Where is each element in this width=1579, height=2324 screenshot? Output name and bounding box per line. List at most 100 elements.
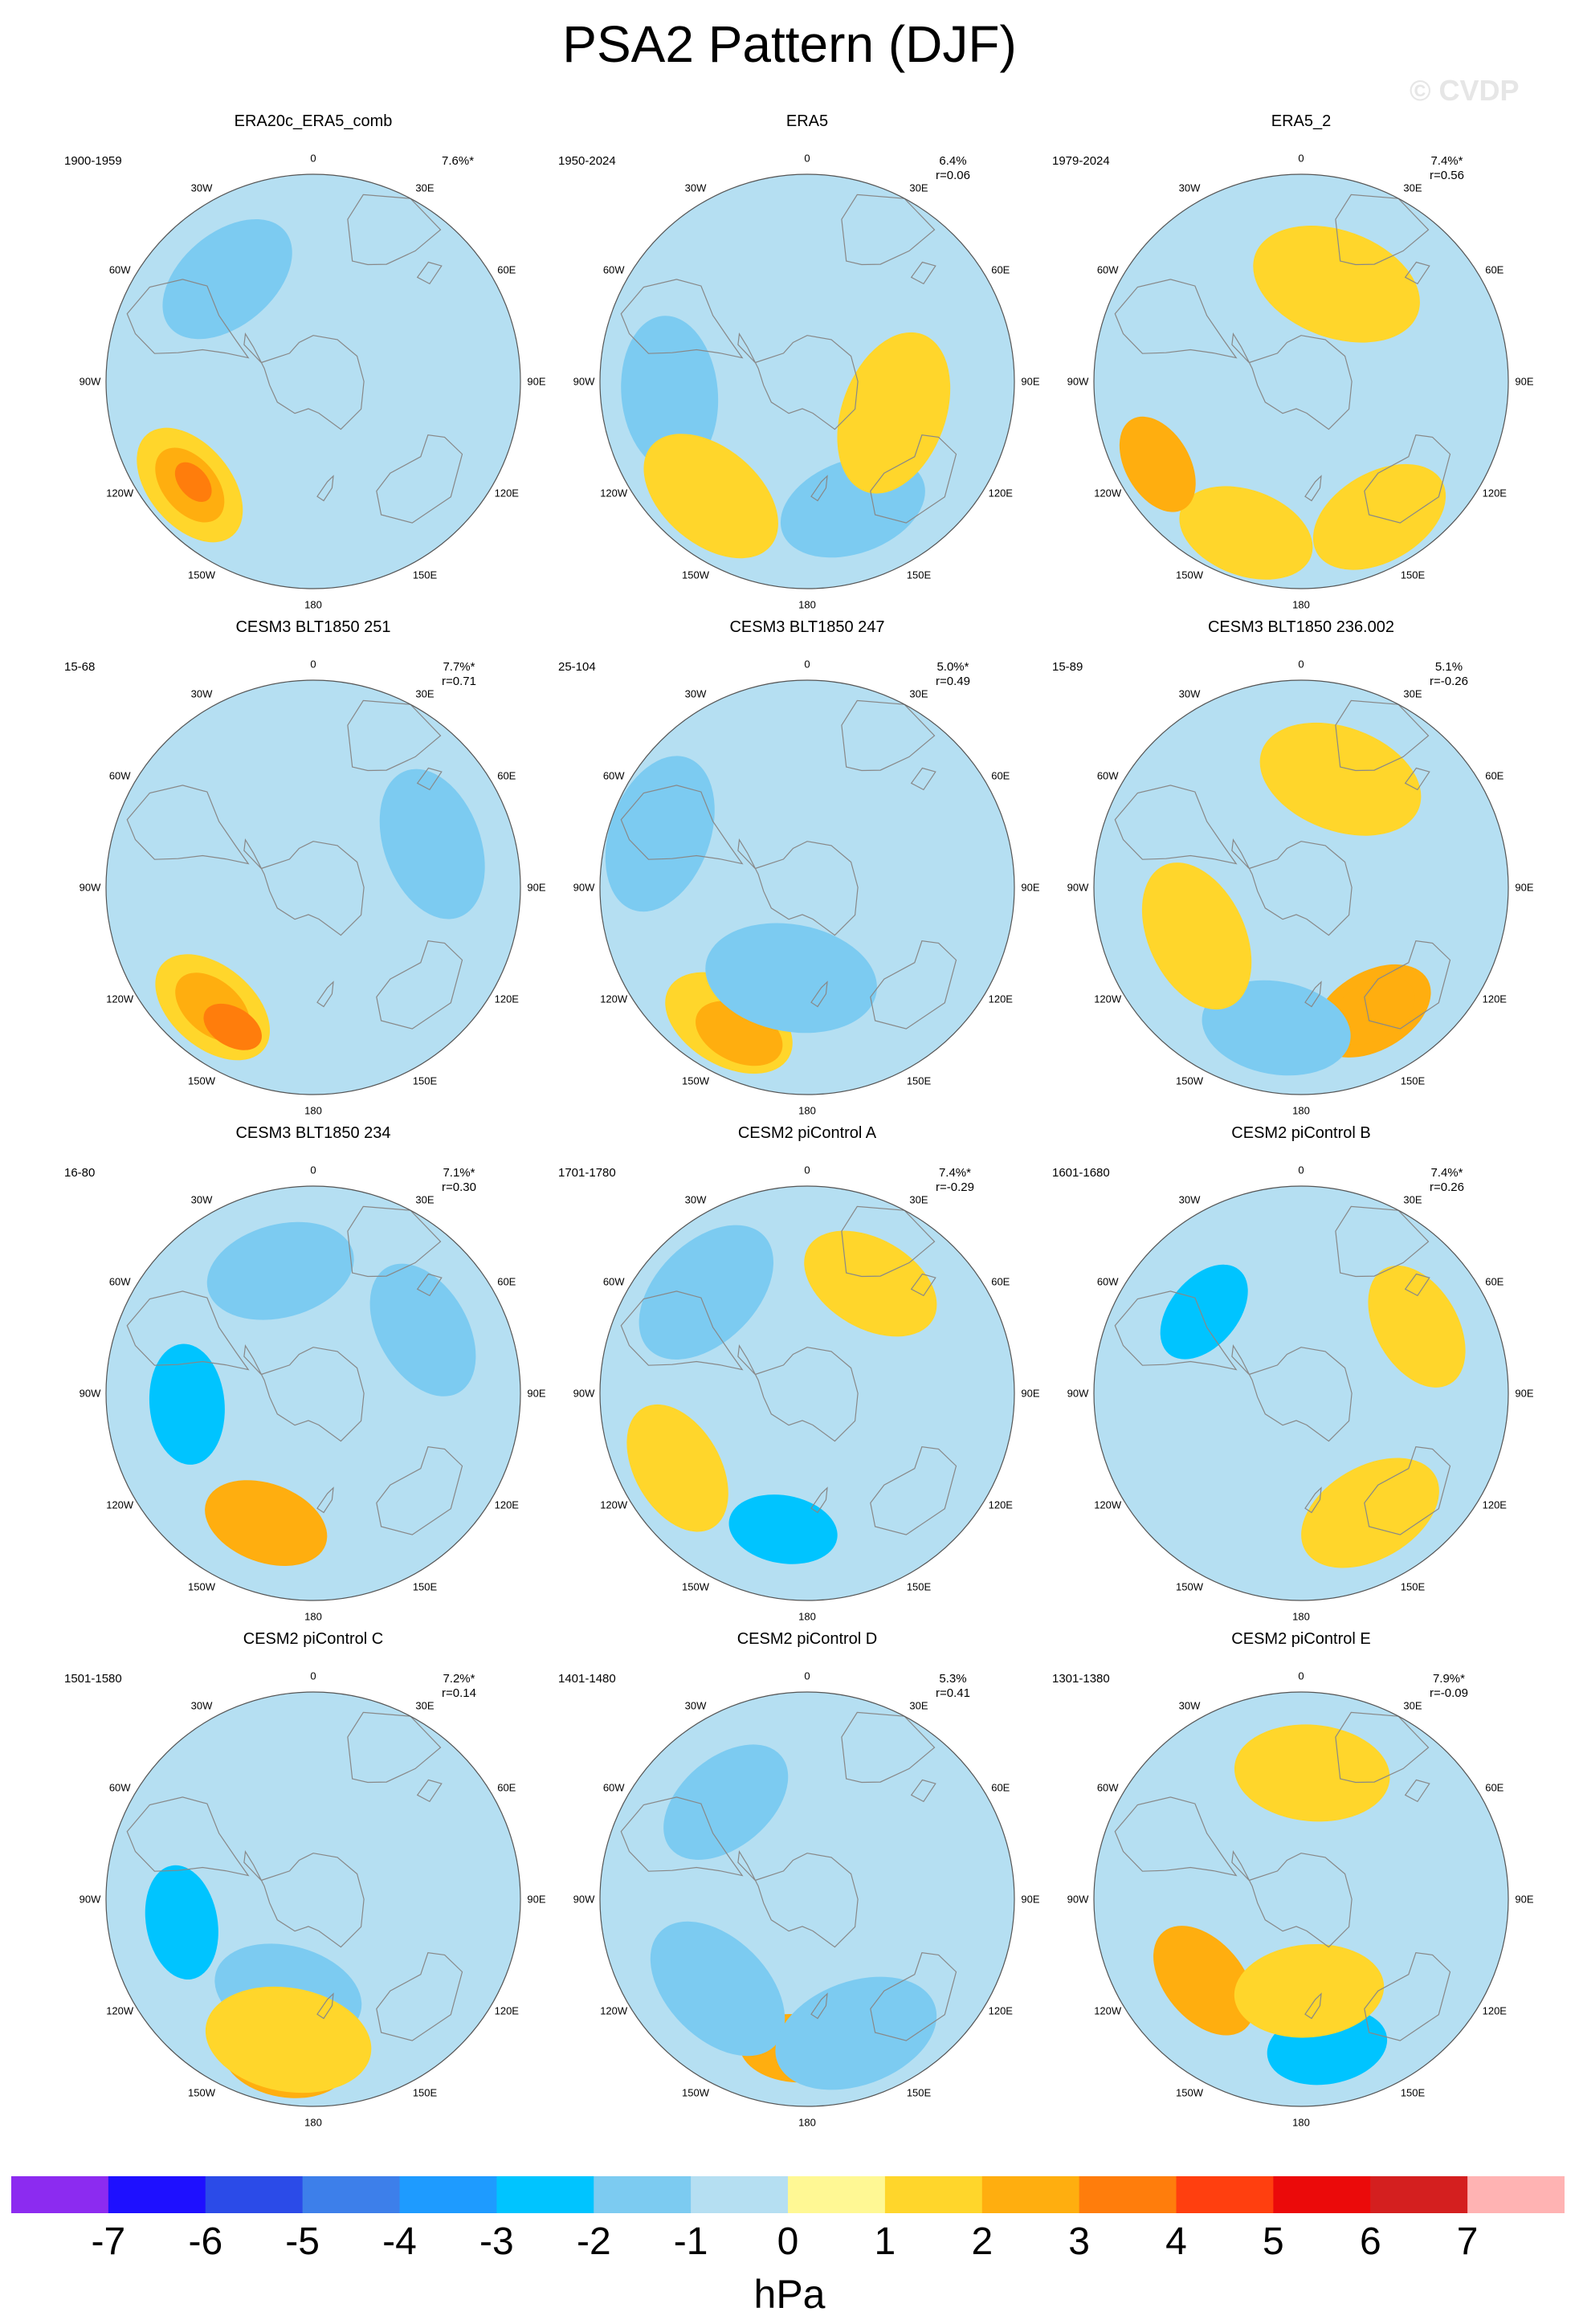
panel-period: 16-80 (64, 1166, 96, 1180)
positive-anomaly (626, 1404, 728, 1532)
longitude-label: 90E (1021, 881, 1040, 894)
panel-stats: 7.6%* (442, 154, 474, 169)
longitude-label: 180 (1292, 2116, 1310, 2129)
longitude-label: 120E (988, 487, 1013, 499)
longitude-label: 180 (798, 2116, 816, 2129)
colorbar-swatch (1370, 2176, 1468, 2213)
colorbar-tick-label: -5 (285, 2220, 320, 2263)
longitude-label: 90E (527, 1387, 546, 1400)
panel-stats: 7.2%* r=0.14 (442, 1672, 476, 1701)
panel-period: 1401-1480 (558, 1672, 616, 1686)
panel-correlation: r=-0.29 (936, 1180, 974, 1194)
longitude-label: 30E (415, 181, 435, 194)
panel-period: 1701-1780 (558, 1166, 616, 1180)
negative-anomaly (162, 218, 292, 340)
map-panel: CESM2 piControl A 1701-1780 7.4%* r=-0.29 0 3… (558, 1124, 1056, 1623)
longitude-label: 120E (1482, 1498, 1507, 1511)
australia-coastline (376, 940, 463, 1029)
new-zealand-coastline (1304, 475, 1322, 502)
positive-anomaly (174, 462, 212, 502)
africa-coastline (347, 1205, 442, 1278)
polar-map (1093, 679, 1509, 1095)
longitude-label: 60E (991, 1275, 1010, 1288)
australia-coastline (376, 434, 463, 524)
longitude-label: 90W (1067, 375, 1089, 388)
map-panel: CESM3 BLT1850 236.002 15-89 5.1% r=-0.26 0 30… (1052, 618, 1550, 1117)
longitude-label: 30W (684, 1193, 707, 1206)
longitude-label: 150W (682, 2086, 709, 2099)
longitude-label: 120W (1094, 487, 1122, 499)
positive-anomaly (1153, 1926, 1255, 2036)
longitude-label: 0 (1298, 658, 1304, 671)
colorbar-tick-label: 6 (1359, 2220, 1381, 2263)
longitude-label: 150E (1400, 2086, 1426, 2099)
south-america-coastline (1114, 785, 1238, 865)
longitude-label: 120E (988, 2004, 1013, 2017)
longitude-label: 120W (106, 1498, 134, 1511)
longitude-label: 30W (190, 687, 213, 700)
longitude-label: 60E (497, 769, 516, 782)
panel-variance: 7.4%* (938, 1166, 971, 1180)
panel-period: 1979-2024 (1052, 154, 1110, 168)
longitude-label: 60W (1096, 263, 1119, 276)
polar-map (599, 679, 1015, 1095)
longitude-label: 120W (600, 487, 628, 499)
colorbar-tick-label: 2 (971, 2220, 994, 2263)
longitude-label: 90E (1021, 375, 1040, 388)
australia-coastline (870, 1951, 957, 2041)
longitude-label: 30E (1403, 1193, 1422, 1206)
panel-period: 1950-2024 (558, 154, 616, 168)
longitude-label: 180 (304, 1104, 322, 1117)
longitude-label: 0 (1298, 152, 1304, 165)
positive-anomaly (804, 1230, 937, 1337)
panel-title: CESM3 BLT1850 247 (729, 618, 885, 636)
new-zealand-coastline (316, 981, 334, 1008)
panel-variance: 7.9%* (1432, 1672, 1465, 1686)
longitude-label: 30W (1178, 181, 1201, 194)
longitude-label: 60E (497, 263, 516, 276)
antarctica-coastline (1231, 332, 1353, 430)
africa-coastline (347, 699, 442, 772)
antarctica-coastline (737, 838, 859, 936)
map-panel: ERA20c_ERA5_comb 1900-1959 7.6%* 0 30E 60E 90E… (64, 112, 562, 611)
colorbar-swatch (496, 2176, 594, 2213)
longitude-label: 60W (108, 769, 131, 782)
longitude-label: 150E (906, 2086, 932, 2099)
panel-variance: 7.1%* (443, 1166, 475, 1180)
colorbar-swatch (1079, 2176, 1177, 2213)
longitude-label: 90W (1067, 1387, 1089, 1400)
map-border (105, 679, 521, 1095)
negative-anomaly (705, 923, 877, 1034)
south-america-coastline (1114, 279, 1238, 359)
negative-anomaly (621, 316, 719, 471)
colorbar-swatch (399, 2176, 497, 2213)
panel-correlation: r=0.56 (1430, 169, 1464, 182)
longitude-label: 150E (412, 2086, 438, 2099)
longitude-label: 0 (804, 1164, 810, 1176)
longitude-label: 120W (600, 1498, 628, 1511)
madagascar-coastline (416, 1779, 443, 1803)
polar-map (105, 1691, 521, 2107)
positive-anomaly (205, 1480, 328, 1566)
colorbar-tick-label: -2 (576, 2220, 611, 2263)
south-america-coastline (620, 1796, 744, 1877)
australia-coastline (1364, 1445, 1451, 1535)
map-border (1093, 679, 1509, 1095)
madagascar-coastline (910, 767, 936, 791)
australia-coastline (376, 1445, 463, 1535)
australia-coastline (870, 434, 957, 524)
longitude-label: 90W (79, 1387, 101, 1400)
new-zealand-coastline (810, 475, 828, 502)
south-america-coastline (620, 279, 744, 359)
longitude-label: 150W (188, 1074, 215, 1087)
australia-coastline (1364, 940, 1451, 1029)
field-background (1094, 1186, 1508, 1600)
map-border (1093, 173, 1509, 589)
colorbar-tick-label: 5 (1263, 2220, 1284, 2263)
panel-title: ERA5_2 (1271, 112, 1332, 130)
africa-coastline (1335, 1205, 1430, 1278)
panel-period: 1601-1680 (1052, 1166, 1110, 1180)
longitude-label: 60E (497, 1781, 516, 1794)
new-zealand-coastline (810, 1992, 828, 2020)
longitude-label: 30W (1178, 1699, 1201, 1712)
